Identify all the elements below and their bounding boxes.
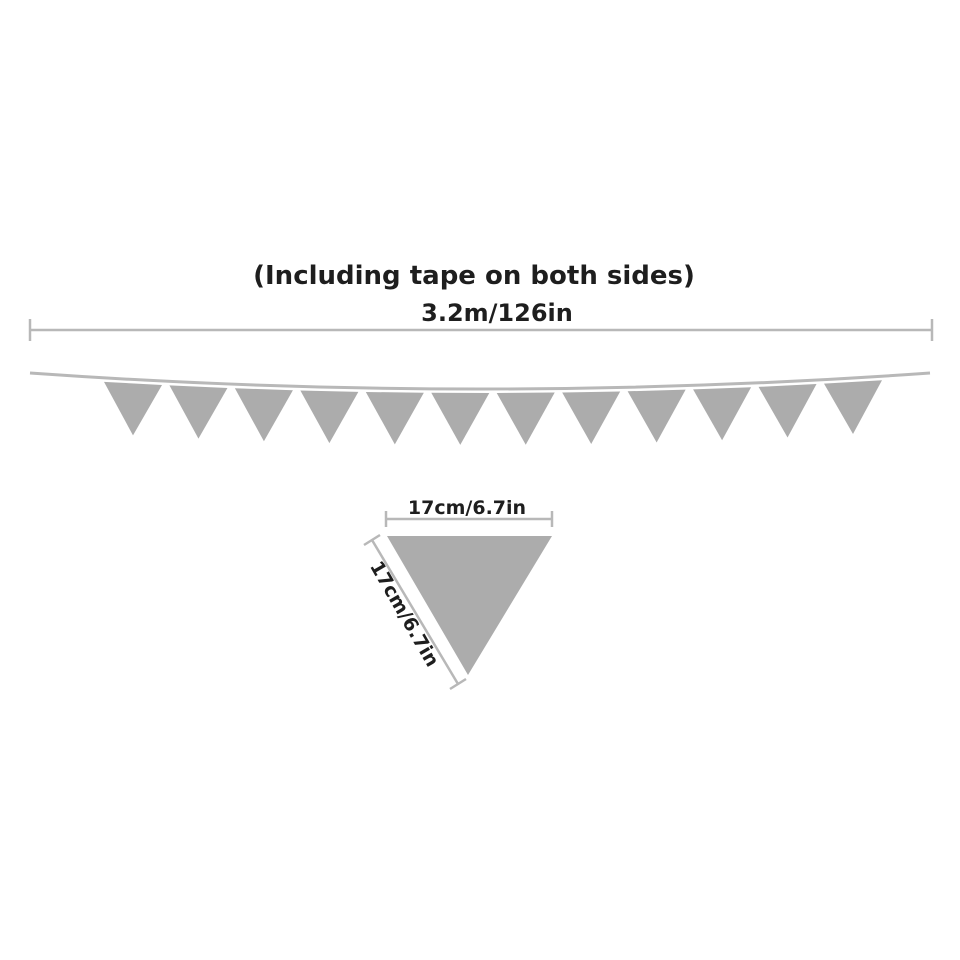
flag-side-dimension-line	[363, 533, 467, 691]
bunting-flag	[431, 392, 490, 445]
bunting-flag	[300, 390, 359, 444]
total-length-label: 3.2m/126in	[421, 299, 573, 327]
bunting-flag	[169, 385, 228, 439]
bunting-flag	[824, 380, 882, 434]
bunting-flag	[496, 392, 555, 445]
detail-flag	[387, 536, 552, 675]
bunting-flag	[758, 384, 817, 438]
bunting-flag	[693, 387, 752, 441]
total-length-dimension-line	[28, 319, 934, 341]
bunting-string	[29, 371, 931, 391]
bunting-flag	[365, 391, 424, 445]
bunting-flag	[104, 381, 162, 436]
bunting-flag	[627, 389, 686, 443]
bunting-flag	[234, 388, 293, 442]
flag-width-dimension-line	[384, 511, 554, 527]
bunting-flags	[104, 380, 882, 445]
tape-note: (Including tape on both sides)	[253, 261, 695, 291]
bunting-flag	[562, 391, 621, 444]
flag-width-label: 17cm/6.7in	[408, 497, 526, 519]
